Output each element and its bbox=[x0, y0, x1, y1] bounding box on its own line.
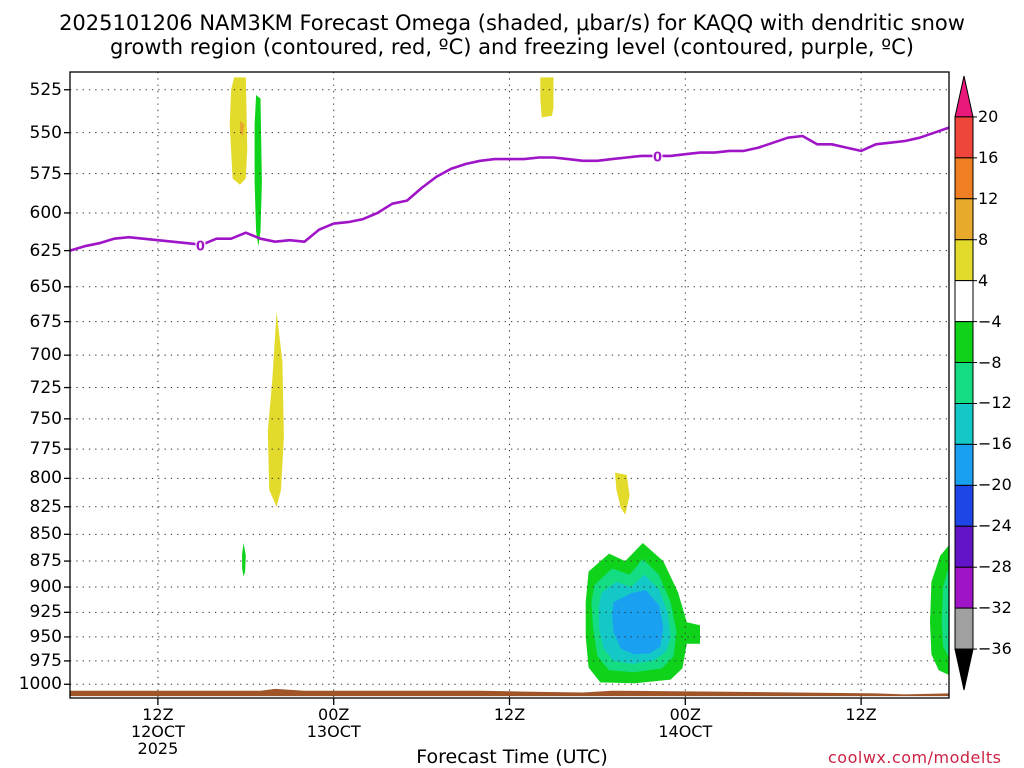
colorbar-swatch bbox=[954, 402, 974, 445]
chart-title-line-1: 2025101206 NAM3KM Forecast Omega (shaded… bbox=[59, 11, 965, 35]
y-tick-label: 925 bbox=[29, 602, 62, 623]
x-tick-label: 14OCT bbox=[658, 722, 713, 741]
y-tick-marks bbox=[64, 89, 70, 685]
grid-layer bbox=[70, 72, 949, 698]
x-axis-label: Forecast Time (UTC) bbox=[416, 746, 608, 768]
y-tick-label: 600 bbox=[29, 202, 62, 223]
colorbar-swatch bbox=[954, 321, 974, 364]
y-tick-label: 950 bbox=[29, 626, 62, 647]
plot-frame bbox=[69, 71, 950, 699]
colorbar-swatch bbox=[954, 525, 974, 568]
omega-region-0 bbox=[229, 77, 248, 185]
x-tick-label: 12Z bbox=[845, 705, 877, 724]
y-tick-label: 1000 bbox=[18, 674, 62, 695]
colorbar-swatch bbox=[954, 239, 974, 282]
x-tick-label: 12OCT bbox=[130, 722, 185, 741]
x-tick-label: 13OCT bbox=[306, 722, 361, 741]
colorbar-swatch bbox=[954, 648, 974, 691]
omega-shading-layer bbox=[229, 77, 949, 684]
colorbar-tick-label: −4 bbox=[978, 311, 1002, 331]
surface-terrain-layer bbox=[70, 688, 949, 697]
freezing-label-bg bbox=[195, 238, 206, 253]
y-tick-label: 550 bbox=[29, 122, 62, 143]
colorbar bbox=[954, 75, 977, 691]
omega-region-3 bbox=[540, 77, 554, 118]
colorbar-tick-label: −20 bbox=[978, 475, 1012, 495]
y-tick-label: 650 bbox=[29, 276, 62, 297]
x-tick-label: 00Z bbox=[318, 705, 350, 724]
colorbar-tick-label: −36 bbox=[978, 639, 1012, 659]
x-tick-label: 12Z bbox=[142, 705, 174, 724]
x-tick-label: 00Z bbox=[669, 705, 701, 724]
colorbar-tick-label: −16 bbox=[978, 434, 1012, 454]
freezing-level-layer: 00 bbox=[70, 126, 949, 254]
y-tick-label: 625 bbox=[29, 240, 62, 261]
omega-region-5 bbox=[242, 543, 246, 577]
colorbar-swatch bbox=[954, 566, 974, 609]
freezing-level-label: 0 bbox=[196, 239, 205, 254]
y-tick-label: 525 bbox=[29, 79, 62, 100]
colorbar-swatch bbox=[954, 116, 974, 159]
y-tick-label: 775 bbox=[29, 439, 62, 460]
omega-region-10 bbox=[612, 590, 664, 655]
colorbar-tick-label: −8 bbox=[978, 352, 1002, 372]
chart-title-line-2: growth region (contoured, red, ºC) and f… bbox=[110, 35, 914, 59]
colorbar-tick-label: −28 bbox=[978, 557, 1012, 577]
y-tick-label: 825 bbox=[29, 496, 62, 517]
colorbar-tick-label: 4 bbox=[978, 270, 989, 290]
colorbar-swatch bbox=[954, 75, 974, 118]
y-tick-label: 975 bbox=[29, 650, 62, 671]
omega-region-4 bbox=[267, 312, 284, 507]
surface-terrain bbox=[70, 688, 949, 697]
site-credit: coolwx.com/modelts bbox=[828, 748, 1002, 767]
omega-region-6 bbox=[615, 472, 630, 515]
colorbar-tick-label: 12 bbox=[978, 188, 999, 208]
omega-region-2 bbox=[254, 95, 262, 247]
y-tick-label: 800 bbox=[29, 468, 62, 489]
y-tick-label: 725 bbox=[29, 377, 62, 398]
colorbar-tick-label: 20 bbox=[978, 106, 999, 126]
y-tick-label: 700 bbox=[29, 345, 62, 366]
colorbar-swatch bbox=[954, 157, 974, 200]
colorbar-swatch bbox=[954, 280, 974, 323]
colorbar-tick-label: −24 bbox=[978, 516, 1012, 536]
colorbar-swatch bbox=[954, 484, 974, 527]
colorbar-swatch bbox=[954, 607, 974, 650]
colorbar-swatch bbox=[954, 198, 974, 241]
colorbar-swatch bbox=[954, 443, 974, 486]
colorbar-tick-label: 16 bbox=[978, 147, 999, 167]
x-tick-label: 12Z bbox=[493, 705, 526, 724]
x-tick-marks bbox=[157, 698, 862, 705]
x-tick-label: 2025 bbox=[137, 739, 179, 758]
omega-region-12 bbox=[941, 566, 949, 659]
y-tick-label: 675 bbox=[29, 311, 62, 332]
freezing-level-label: 0 bbox=[653, 151, 662, 166]
colorbar-swatch bbox=[954, 362, 974, 404]
y-tick-label: 575 bbox=[29, 163, 62, 184]
colorbar-tick-label: −32 bbox=[978, 598, 1012, 618]
freezing-level-line bbox=[70, 126, 949, 252]
colorbar-tick-label: −12 bbox=[978, 393, 1012, 413]
y-tick-label: 850 bbox=[29, 524, 62, 545]
colorbar-tick-label: 8 bbox=[978, 229, 989, 249]
y-tick-label: 900 bbox=[29, 577, 62, 598]
y-tick-label: 750 bbox=[29, 408, 62, 429]
y-tick-label: 875 bbox=[29, 551, 62, 572]
freezing-label-bg bbox=[652, 149, 663, 164]
